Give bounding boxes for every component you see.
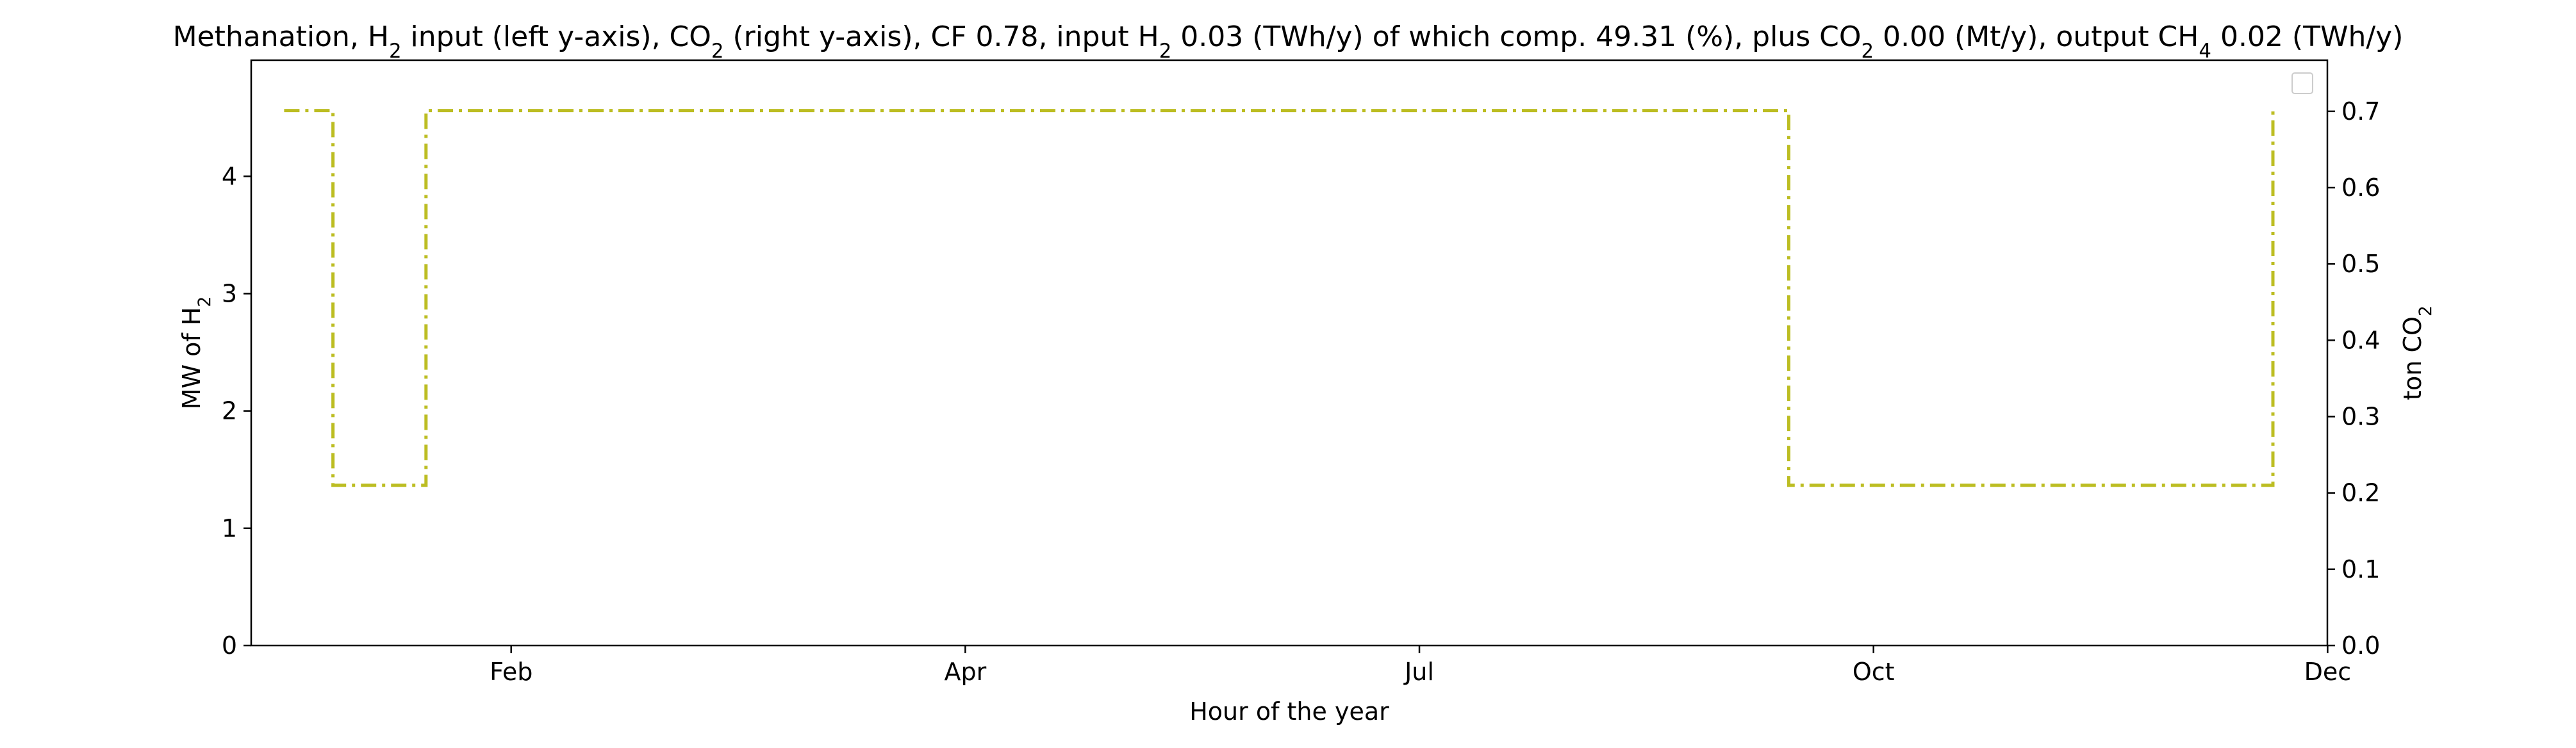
text-run: input (left y-axis), CO [402, 20, 711, 53]
plot-frame [250, 59, 2329, 647]
x-tick-label: Apr [944, 658, 986, 686]
x-tick-label: Oct [1853, 658, 1895, 686]
left-y-tick-label: 2 [222, 397, 237, 425]
right-y-axis-ticks: 0.0 0.1 0.2 0.3 0.4 0.5 0.6 0.7 [2327, 97, 2380, 660]
legend-box [2291, 72, 2313, 94]
x-axis-ticks: Feb Apr Jul Oct Dec [490, 646, 2351, 686]
right-y-tick-label: 0.4 [2341, 326, 2380, 354]
right-y-axis-label: ton CO2 [2398, 305, 2436, 400]
series-layer [284, 109, 2275, 487]
left-y-tick-label: 0 [222, 631, 237, 660]
subscript: 2 [1159, 40, 1172, 63]
subscript: 2 [711, 40, 724, 63]
x-tick-label: Dec [2304, 658, 2352, 686]
text-run: 0.02 (TWh/y) [2211, 20, 2403, 53]
text-run: (right y-axis), CF 0.78, input H [724, 20, 1159, 53]
left-y-axis-ticks: 0 1 2 3 4 [222, 162, 251, 660]
right-y-tick-label: 0.3 [2341, 403, 2380, 431]
subscript: 4 [2199, 40, 2211, 63]
left-y-tick-label: 1 [222, 514, 237, 542]
subscript: 2 [1862, 40, 1874, 63]
left-y-tick-label: 4 [222, 162, 237, 190]
right-y-tick-label: 0.6 [2341, 174, 2380, 202]
subscript: 2 [2416, 305, 2436, 316]
series-line [284, 109, 2275, 487]
right-y-tick-label: 0.5 [2341, 250, 2380, 278]
text-run: 0.03 (TWh/y) of which comp. 49.31 (%), p… [1171, 20, 1861, 53]
right-y-tick-label: 0.0 [2341, 631, 2380, 660]
text-run: ton CO [2398, 316, 2427, 400]
right-y-tick-label: 0.1 [2341, 555, 2380, 583]
right-y-tick-label: 0.7 [2341, 97, 2380, 126]
chart-title: Methanation, H2 input (left y-axis), CO2… [173, 20, 2404, 63]
text-run: MW of H [178, 307, 206, 410]
subscript: 2 [195, 297, 215, 307]
x-tick-label: Feb [490, 658, 533, 686]
text-run: 0.00 (Mt/y), output CH [1874, 20, 2199, 53]
x-axis-label: Hour of the year [1189, 697, 1389, 726]
left-y-tick-label: 3 [222, 280, 237, 308]
left-y-axis-label: MW of H2 [178, 297, 215, 410]
text-run: Methanation, H [173, 20, 389, 53]
subscript: 2 [389, 40, 402, 63]
x-tick-label: Jul [1403, 658, 1434, 686]
right-y-tick-label: 0.2 [2341, 479, 2380, 507]
